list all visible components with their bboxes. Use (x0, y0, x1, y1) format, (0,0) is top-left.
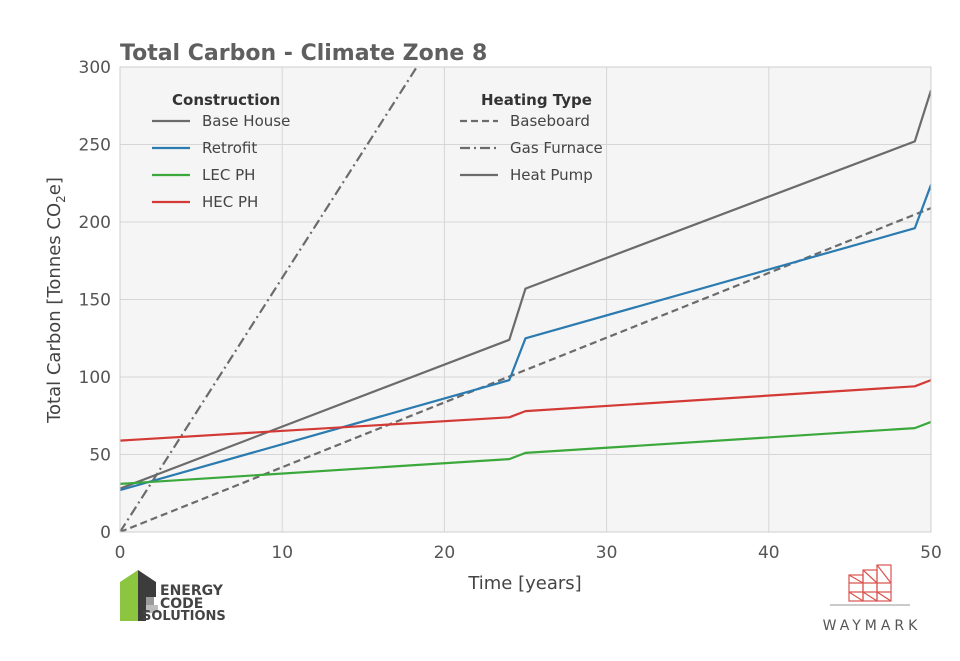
y-axis-label-sub: 2 (54, 195, 68, 203)
waymark-logo: WAYMARK (823, 564, 922, 634)
energy-logo-house-shape (120, 570, 138, 621)
energy-code-solutions-logo: ENERGY CODE SOLUTIONS (120, 570, 226, 624)
energy-logo-line1: ENERGY (160, 583, 224, 599)
series-line-base-house-heat-pump (120, 89, 931, 490)
legend-construction-heading: Construction (172, 91, 280, 109)
y-tick-label: 100 (79, 368, 111, 388)
y-tick-labels: 0 50 100 150 200 250 300 (79, 58, 111, 543)
grid (120, 67, 931, 532)
y-axis-label: Total Carbon [Tonnes CO2e] (44, 177, 68, 424)
energy-logo-step-1 (146, 597, 154, 605)
legend-label: LEC PH (202, 166, 255, 184)
y-tick-label: 0 (100, 523, 111, 543)
energy-logo-line3: SOLUTIONS (142, 609, 226, 624)
y-tick-label: 150 (79, 291, 111, 311)
legend-label: Baseboard (510, 112, 590, 130)
waymark-wordmark: WAYMARK (823, 618, 922, 634)
waymark-building-icon (830, 564, 910, 606)
legend-label: Base House (202, 112, 290, 130)
x-tick-label: 50 (920, 543, 942, 563)
x-tick-label: 30 (596, 543, 618, 563)
legend-construction: Construction Base House Retrofit LEC PH HEC… (152, 91, 290, 211)
plot-frame (119, 66, 932, 533)
legend-label: Gas Furnace (510, 139, 603, 157)
x-tick-label: 20 (434, 543, 456, 563)
x-tick-label: 10 (271, 543, 293, 563)
series-line-hec-ph-heat-pump (120, 379, 931, 442)
chart-title: Total Carbon - Climate Zone 8 (120, 41, 487, 66)
y-tick-label: 200 (79, 213, 111, 233)
energy-logo-step-2 (146, 605, 158, 613)
legend-label: Heat Pump (510, 166, 593, 184)
x-axis-label: Time [years] (467, 573, 581, 594)
energy-logo-house-dark (138, 570, 156, 621)
legend-label: Retrofit (202, 139, 257, 157)
x-tick-labels: 0 10 20 30 40 50 (115, 543, 942, 563)
y-axis-label-main: Total Carbon [Tonnes CO (44, 203, 65, 424)
y-tick-label: 250 (79, 136, 111, 156)
legend-heating-heading: Heating Type (481, 91, 592, 109)
y-axis-label-end: e] (44, 177, 65, 195)
legend-heating-type: Heating Type Baseboard Gas Furnace Heat Pu… (460, 91, 603, 184)
y-tick-label: 300 (79, 58, 111, 78)
series-line-retrofit-heat-pump (120, 184, 931, 492)
legend-label: HEC PH (202, 193, 258, 211)
y-tick-label: 50 (89, 446, 111, 466)
x-tick-label: 0 (115, 543, 126, 563)
x-tick-label: 40 (758, 543, 780, 563)
series-line-lec-ph-heat-pump (120, 420, 931, 485)
energy-logo-line2: CODE (160, 596, 203, 612)
series-line-base-house-gas-furnace (120, 67, 418, 532)
series-layer (120, 67, 931, 532)
